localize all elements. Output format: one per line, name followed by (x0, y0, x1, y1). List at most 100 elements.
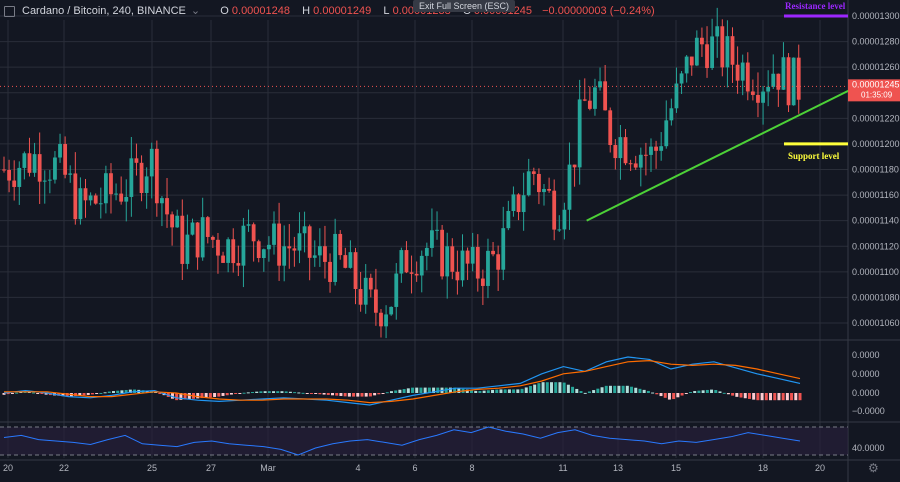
candle-body (654, 146, 658, 151)
price-axis-tick-label: 0.00001260 (852, 62, 900, 72)
macd-histogram-bar (103, 392, 107, 394)
macd-histogram-bar (697, 390, 701, 393)
macd-histogram-bar (731, 393, 735, 396)
candle-body (2, 169, 6, 171)
macd-histogram-bar (179, 393, 183, 400)
candle-body (740, 62, 745, 81)
candle-body (761, 91, 765, 103)
candle-body (114, 193, 118, 195)
time-axis-tick-label: Mar (260, 463, 276, 473)
macd-histogram-bar (726, 393, 730, 395)
macd-histogram-bar (124, 389, 128, 393)
macd-histogram-bar (680, 393, 684, 396)
price-axis-tick-label: 0.00001100 (852, 267, 899, 277)
macd-histogram-bar (701, 390, 705, 393)
candle-body (109, 173, 113, 195)
candle-body (42, 180, 47, 182)
candle-body (160, 198, 164, 204)
macd-histogram-bar (453, 387, 457, 393)
macd-histogram-bar (764, 393, 768, 401)
candle-body (124, 196, 129, 202)
candle-body (638, 154, 643, 168)
candle-body (226, 239, 231, 263)
macd-histogram-bar (571, 386, 575, 393)
last-price-tag (848, 79, 900, 102)
candle-body (205, 217, 210, 237)
macd-histogram-bar (503, 389, 507, 393)
macd-histogram-bar (743, 393, 747, 399)
candle-body (98, 203, 103, 205)
candle-body (297, 233, 302, 251)
candle-body (323, 246, 327, 262)
macd-histogram-bar (373, 393, 377, 396)
price-axis-tick-label: 0.00001220 (852, 113, 900, 123)
macd-histogram-bar (491, 389, 495, 393)
macd-histogram-bar (777, 393, 781, 401)
candle-body (302, 226, 307, 234)
macd-histogram-bar (457, 388, 461, 393)
axes: 0.000013000.000012800.000012600.00001240… (3, 11, 900, 475)
candle-body (180, 215, 185, 264)
macd-histogram-bar (617, 385, 621, 393)
macd-histogram-bar (773, 393, 777, 401)
candle-body (134, 158, 139, 163)
macd-axis-tick-label: −0.0000 (852, 406, 885, 416)
macd-histogram-bar (688, 392, 692, 394)
open-value: 0.00001248 (231, 5, 291, 17)
macd-histogram-bar (714, 390, 718, 393)
macd-histogram-bar (221, 393, 225, 396)
candle-body (664, 120, 669, 147)
collapse-icon[interactable] (4, 6, 15, 17)
macd-histogram-bar (255, 391, 259, 393)
candle-body (103, 173, 108, 204)
candle-body (608, 110, 613, 146)
macd-histogram-bar (448, 387, 452, 393)
macd-histogram-bar (40, 393, 44, 394)
candle-body (684, 56, 689, 74)
gear-icon[interactable]: ⚙ (868, 461, 879, 475)
rsi-line (3, 426, 801, 456)
macd-histogram-bar (625, 385, 629, 393)
candle-body (256, 241, 261, 258)
candle-body (68, 173, 73, 175)
time-axis-tick-label: 15 (671, 463, 681, 473)
time-axis-tick-label: 4 (355, 463, 360, 473)
chevron-down-icon[interactable]: ⌄ (190, 5, 201, 17)
macd-panel (2, 356, 802, 406)
candle-body (379, 312, 383, 327)
time-axis-tick-label: 22 (59, 463, 69, 473)
macd-histogram-bar (516, 389, 520, 393)
candle-body (292, 248, 297, 251)
candle-body (251, 224, 256, 242)
candle-body (195, 222, 200, 258)
price-axis-tick-label: 0.00001180 (852, 165, 899, 175)
macd-histogram-bar (356, 393, 360, 397)
symbol-label[interactable]: Cardano / Bitcoin, 240, BINANCE (22, 5, 186, 17)
macd-histogram-bar (213, 393, 217, 397)
candle-body (129, 158, 134, 197)
macd-histogram-bar (545, 382, 549, 393)
candle-body (190, 222, 195, 235)
candle-body (328, 261, 332, 282)
macd-axis-tick-label: 0.0000 (852, 388, 880, 398)
macd-histogram-bar (541, 382, 545, 393)
macd-histogram-bar (419, 387, 423, 393)
macd-histogram-bar (469, 390, 473, 393)
macd-histogram-bar (19, 391, 23, 393)
macd-histogram-bar (381, 393, 385, 394)
macd-histogram-bar (507, 389, 511, 393)
macd-histogram-bar (672, 393, 676, 400)
candle-body (750, 91, 755, 95)
candle-body (567, 164, 572, 210)
macd-histogram-bar (722, 392, 726, 394)
exit-fullscreen-button[interactable]: Exit Full Screen (ESC) (413, 0, 516, 12)
candle-body (791, 57, 796, 106)
candle-body (404, 250, 409, 273)
macd-histogram-bar (225, 393, 229, 396)
candle-body (440, 229, 445, 277)
candle-body (312, 255, 317, 258)
candle-body (766, 86, 771, 92)
macd-histogram-bar (385, 392, 389, 394)
macd-histogram-bar (634, 387, 638, 393)
